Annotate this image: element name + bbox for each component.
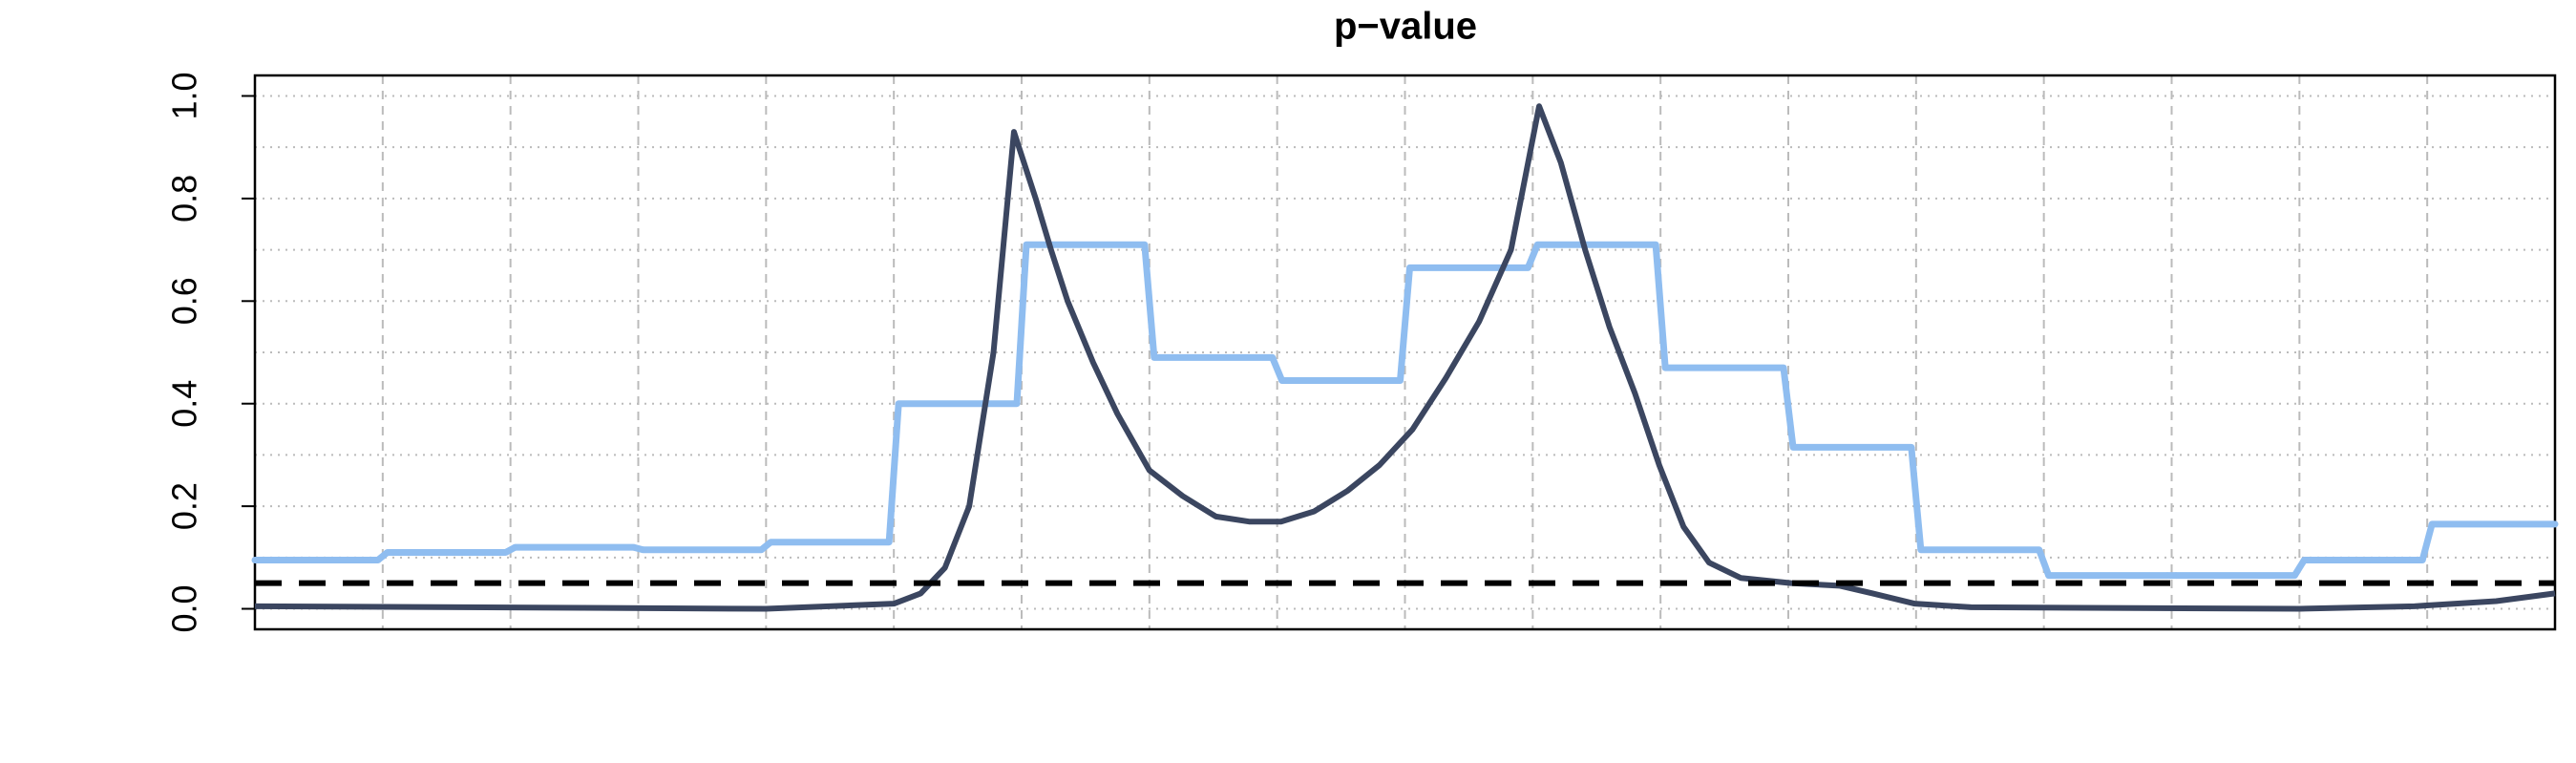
step-riser bbox=[1908, 447, 1925, 551]
step-riser bbox=[1652, 244, 1669, 369]
step-riser bbox=[1141, 244, 1158, 358]
y-tick-label: 0.4 bbox=[165, 380, 204, 428]
y-tick-label: 0.0 bbox=[165, 584, 204, 632]
step-riser bbox=[885, 403, 902, 542]
chart-title: p−value bbox=[1334, 6, 1477, 48]
y-tick-label: 0.8 bbox=[165, 175, 204, 223]
step-riser bbox=[2418, 523, 2436, 562]
y-tick-label: 0.2 bbox=[165, 482, 204, 530]
step-riser bbox=[1397, 267, 1413, 381]
step-riser bbox=[1780, 367, 1797, 448]
step-riser bbox=[1013, 244, 1030, 404]
y-tick-label: 1.0 bbox=[165, 72, 204, 119]
step-riser bbox=[1269, 356, 1285, 382]
step-riser bbox=[2036, 548, 2052, 577]
y-tick-label: 0.6 bbox=[165, 277, 204, 325]
plot-frame bbox=[253, 74, 2557, 631]
step-riser bbox=[1525, 243, 1541, 269]
